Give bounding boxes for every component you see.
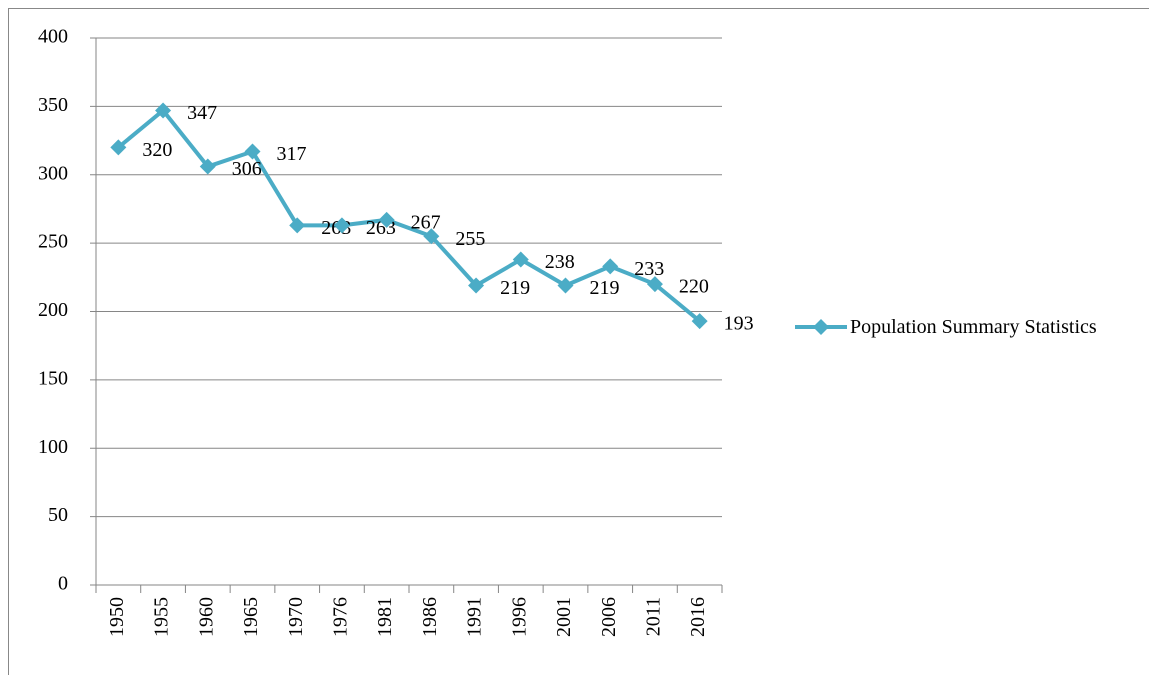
x-tick-label: 2001: [553, 597, 575, 637]
x-tick-label: 2006: [598, 597, 620, 637]
y-tick-label: 50: [48, 504, 68, 526]
y-tick-label: 300: [38, 162, 68, 184]
data-label: 220: [679, 276, 709, 298]
data-label: 306: [232, 158, 262, 180]
marker: [333, 217, 350, 234]
x-tick-label: 1960: [195, 597, 217, 637]
data-label: 238: [545, 251, 575, 273]
marker: [602, 258, 619, 275]
marker: [512, 251, 529, 268]
x-tick-label: 1981: [374, 597, 396, 637]
x-tick-label: 1976: [330, 597, 352, 637]
marker: [378, 211, 395, 228]
x-tick-label: 1965: [240, 597, 262, 637]
data-label: 347: [187, 102, 217, 124]
marker: [244, 143, 261, 160]
marker: [646, 276, 663, 293]
marker: [110, 139, 127, 156]
marker: [155, 102, 172, 119]
x-tick-label: 1991: [464, 597, 486, 637]
x-tick-label: 1950: [106, 597, 128, 637]
data-label: 219: [500, 277, 530, 299]
x-tick-label: 1955: [151, 597, 173, 637]
y-tick-label: 150: [38, 367, 68, 389]
data-label: 267: [411, 211, 441, 233]
y-tick-label: 200: [38, 299, 68, 321]
x-tick-label: 2011: [643, 597, 665, 636]
y-tick-label: 100: [38, 436, 68, 458]
y-tick-label: 250: [38, 231, 68, 253]
marker: [289, 217, 306, 234]
marker: [557, 277, 574, 294]
x-tick-label: 1986: [419, 597, 441, 637]
y-tick-label: 400: [38, 26, 68, 48]
y-tick-label: 0: [58, 573, 68, 595]
data-label: 255: [455, 228, 485, 250]
marker: [423, 228, 440, 245]
marker: [691, 313, 708, 330]
chart-border: [8, 8, 1149, 675]
y-tick-label: 350: [38, 94, 68, 116]
data-label: 233: [634, 258, 664, 280]
legend-marker: [813, 319, 829, 335]
data-label: 320: [142, 139, 172, 161]
data-label: 317: [277, 143, 307, 165]
x-tick-label: 2016: [687, 597, 709, 637]
data-label: 193: [724, 313, 754, 335]
x-tick-label: 1996: [508, 597, 530, 637]
legend-label: Population Summary Statistics: [850, 316, 1097, 338]
series-line: [117, 108, 701, 323]
marker: [199, 158, 216, 175]
data-label: 219: [590, 277, 620, 299]
marker: [468, 277, 485, 294]
x-tick-label: 1970: [285, 597, 307, 637]
